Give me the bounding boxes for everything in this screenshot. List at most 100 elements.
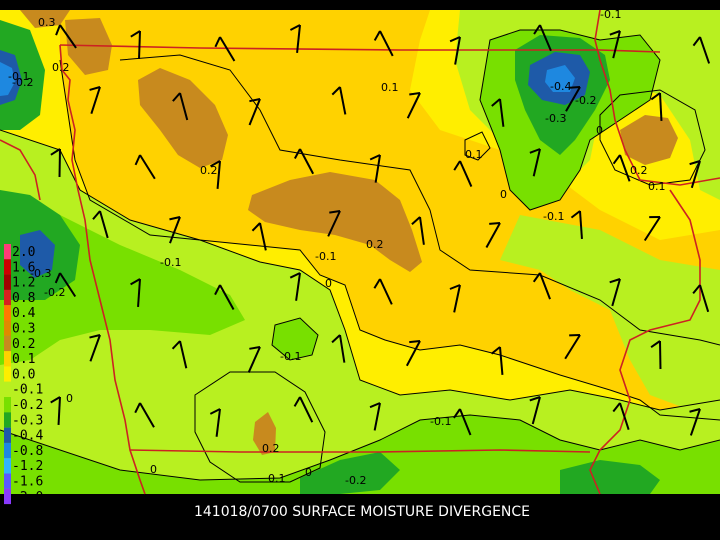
legend-swatch — [4, 320, 11, 336]
legend: 2.01.61.20.80.40.30.20.10.0-0.1-0.2-0.3-… — [4, 244, 43, 505]
contour-ne-ring — [599, 89, 706, 186]
wind-barb — [490, 346, 504, 375]
contour-label: -0.1 — [315, 250, 336, 263]
legend-label: 1.6 — [12, 260, 35, 275]
legend-label: -1.6 — [12, 475, 43, 490]
state-boundaries — [0, 9, 720, 495]
wind-barb — [172, 92, 189, 121]
wind-barb — [570, 210, 583, 240]
boundary-west — [59, 44, 146, 495]
contour-label: -0.2 — [575, 94, 596, 107]
neg03-area-nw — [0, 20, 45, 130]
wind-barb — [134, 402, 155, 428]
wind-barb — [564, 334, 581, 360]
wind-barb — [214, 36, 236, 62]
legend-swatch — [4, 259, 11, 275]
contour-pos01-n — [119, 54, 720, 346]
legend-label: 0.8 — [12, 291, 35, 306]
wind-barb — [171, 340, 188, 369]
wind-barb — [532, 272, 551, 300]
legend-swatch — [4, 351, 11, 367]
wind-barb — [130, 30, 141, 60]
neg08-area-ne — [545, 65, 575, 92]
wind-barb — [331, 86, 347, 115]
wind-barb — [214, 284, 235, 310]
wind-barb — [369, 154, 381, 183]
legend-swatch — [4, 305, 11, 321]
wind-barb — [55, 24, 77, 49]
wind-barb — [453, 408, 472, 436]
wind-barb — [406, 92, 421, 119]
contour-label: 0.1 — [268, 472, 286, 485]
contour-label: -0.3 — [545, 112, 566, 125]
wind-barb — [453, 160, 473, 187]
boundary-far-west — [0, 139, 41, 201]
wind-barb — [50, 148, 61, 178]
contour-label: 0.1 — [381, 81, 399, 94]
contour-label: 0.1 — [465, 148, 483, 161]
legend-label: -0.1 — [12, 383, 43, 398]
contour-center-green — [271, 317, 319, 361]
wind-barbs — [50, 24, 711, 437]
contour-label: -0.1 — [280, 350, 301, 363]
contour-label: 0 — [66, 392, 73, 405]
legend-swatch — [4, 488, 11, 505]
wind-barb — [692, 36, 711, 64]
high-area-n — [138, 68, 228, 168]
legend-label: 0.0 — [12, 367, 35, 382]
wind-barb — [449, 36, 461, 65]
contour-label: 0.1 — [648, 180, 666, 193]
legend-label: -0.4 — [12, 429, 43, 444]
wind-barb — [247, 346, 261, 373]
wind-barb — [533, 24, 552, 52]
wind-barb — [210, 160, 221, 189]
legend-swatch — [4, 427, 11, 443]
wind-barb — [369, 402, 381, 431]
legend-swatch — [4, 397, 11, 413]
high-area-s — [253, 412, 276, 455]
wind-barb — [650, 340, 662, 370]
wind-barb — [485, 222, 501, 248]
legend-label: -0.8 — [12, 444, 43, 459]
legend-label: 0.1 — [12, 352, 35, 367]
boundary-east-river — [594, 9, 720, 186]
contour-label: 0 — [305, 466, 312, 479]
map-field — [0, 10, 720, 494]
wind-barb — [248, 98, 261, 126]
wind-barb — [289, 272, 301, 301]
contour-label: 0.2 — [366, 238, 384, 251]
contour-label: 0 — [500, 188, 507, 201]
neg03-area-s — [300, 452, 400, 494]
wind-barb — [92, 210, 109, 239]
wind-barb — [650, 92, 663, 122]
contour-label: -0.2 — [12, 76, 33, 89]
wind-barb — [411, 216, 425, 245]
contour-label: 0 — [596, 124, 603, 137]
wind-barb — [89, 334, 101, 362]
legend-swatch — [4, 366, 11, 382]
wind-barb — [293, 396, 314, 423]
contour-neg02-s — [0, 414, 720, 481]
legend-labels: 2.01.61.20.80.40.30.20.10.0-0.1-0.2-0.3-… — [12, 245, 43, 505]
contour-label: -0.3 — [30, 267, 51, 280]
legend-swatch — [4, 335, 11, 352]
contour-label: -0.1 — [430, 415, 451, 428]
neg02-band-south — [0, 415, 720, 494]
contour-label: 0.3 — [38, 16, 56, 29]
legend-label: 0.3 — [12, 322, 35, 337]
legend-swatch — [4, 274, 11, 290]
neg08-area-nw — [0, 62, 15, 96]
contour-label: 0.2 — [52, 61, 70, 74]
neg02-band-center — [272, 318, 318, 360]
caption: 141018/0700 SURFACE MOISTURE DIVERGENCE — [194, 504, 530, 520]
wind-barb — [209, 408, 221, 437]
contour-labels: 0.30.2-0.20.20.10.10-0.4-0.2-0.30-0.10.2… — [8, 8, 666, 487]
wind-barb — [565, 86, 581, 112]
wind-barb — [612, 154, 631, 182]
legend-label: 2.0 — [12, 245, 35, 260]
high-area-top — [20, 10, 70, 28]
legend-label: -1.2 — [12, 459, 43, 474]
wind-barb — [169, 216, 181, 244]
wind-barb — [405, 340, 421, 367]
contour-label: -0.1 — [160, 256, 181, 269]
